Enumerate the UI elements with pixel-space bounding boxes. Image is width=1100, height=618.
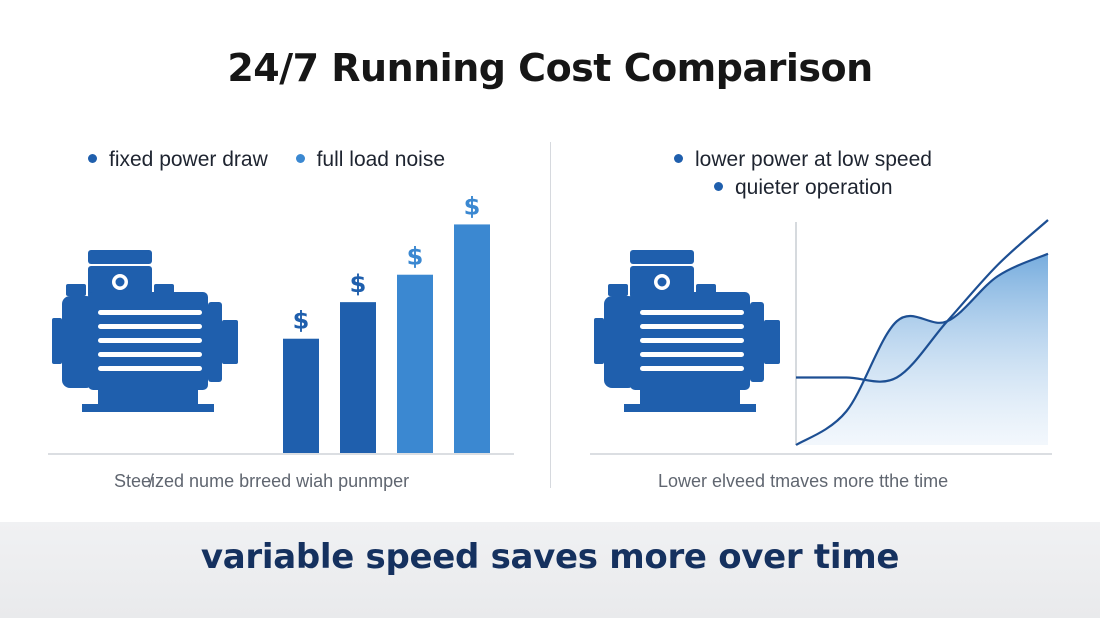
bar-3: [397, 274, 433, 453]
bar-2: [340, 302, 376, 453]
electric-motor-icon: [52, 250, 238, 412]
legend-dot-icon: [88, 153, 97, 163]
savings-area: [796, 253, 1048, 445]
right-legend-item-quieter: quieter operation: [714, 176, 893, 200]
right-legend-item-low-speed: lower power at low speed: [674, 148, 932, 172]
bottom-banner: [0, 522, 1100, 618]
page-title: 24/7 Running Cost Comparison: [227, 46, 873, 90]
dollar-label-1: $: [293, 307, 310, 335]
bar-1: [283, 338, 319, 453]
legend-dot-icon: [714, 181, 723, 191]
series-line-1: [796, 219, 1049, 383]
panel-divider: [550, 142, 551, 488]
legend-dot-icon: [674, 153, 683, 163]
bar-4: [454, 224, 490, 453]
right-caption: Lower elveed tmaves more tthe time: [658, 471, 949, 491]
dollar-label-2: $: [350, 270, 367, 298]
dollar-label-4: $: [464, 192, 481, 220]
legend-item-fixed-power: fixed power draw: [88, 148, 274, 171]
left-caption: Stee̸ized nume brreed wiah punmper: [114, 471, 410, 491]
bar-series: $ $ $ $: [283, 192, 490, 453]
legend-item-full-load-noise: full load noise: [295, 148, 445, 171]
electric-motor-icon: [594, 250, 780, 412]
left-legend: fixed power draw full load noise: [88, 148, 445, 172]
dollar-label-3: $: [407, 243, 424, 271]
legend-dot-icon: [295, 153, 305, 163]
banner-text: variable speed saves more over time: [200, 537, 900, 577]
series-line-2: [795, 252, 1049, 446]
